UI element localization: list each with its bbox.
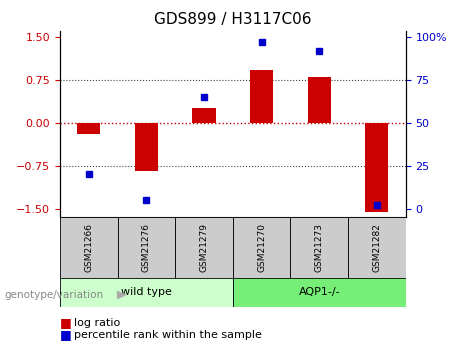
Text: GSM21276: GSM21276 — [142, 223, 151, 272]
Text: GSM21279: GSM21279 — [200, 223, 208, 272]
Bar — [118, 217, 175, 278]
Bar — [60, 217, 118, 278]
Bar — [60, 278, 233, 307]
Text: ■: ■ — [60, 328, 71, 341]
Text: genotype/variation: genotype/variation — [5, 290, 104, 300]
Bar — [233, 278, 406, 307]
Polygon shape — [118, 292, 125, 298]
Text: GSM21270: GSM21270 — [257, 223, 266, 272]
Bar — [135, 123, 158, 171]
Bar — [193, 108, 216, 123]
Bar — [308, 77, 331, 123]
Bar — [77, 123, 100, 134]
Bar — [365, 123, 388, 211]
Bar — [233, 217, 290, 278]
Bar — [348, 217, 406, 278]
Bar — [290, 217, 348, 278]
Text: log ratio: log ratio — [74, 318, 120, 327]
Bar — [250, 70, 273, 123]
Title: GDS899 / H3117C06: GDS899 / H3117C06 — [154, 12, 312, 27]
Text: GSM21266: GSM21266 — [84, 223, 93, 272]
Text: percentile rank within the sample: percentile rank within the sample — [74, 330, 262, 339]
Text: GSM21282: GSM21282 — [372, 223, 381, 272]
Text: ■: ■ — [60, 316, 71, 329]
Text: GSM21273: GSM21273 — [315, 223, 324, 272]
Text: AQP1-/-: AQP1-/- — [298, 287, 340, 297]
Bar — [175, 217, 233, 278]
Text: wild type: wild type — [121, 287, 172, 297]
